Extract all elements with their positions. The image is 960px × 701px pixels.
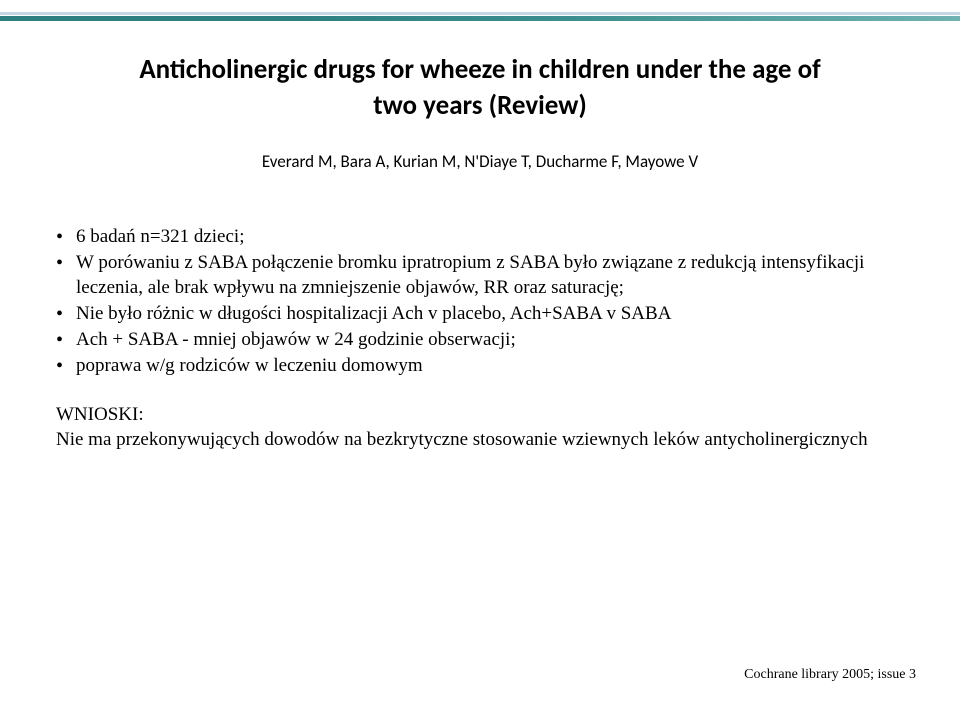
bullet-list: 6 badań n=321 dzieci; W porówaniu z SABA… <box>56 224 916 378</box>
conclusions-text: Nie ma przekonywujących dowodów na bezkr… <box>56 427 916 452</box>
citation: Cochrane library 2005; issue 3 <box>744 667 916 683</box>
bullet-item: Ach + SABA - mniej objawów w 24 godzinie… <box>56 327 916 352</box>
bullet-item: 6 badań n=321 dzieci; <box>56 224 916 249</box>
header-ribbon <box>0 12 960 24</box>
bullet-item: poprawa w/g rodziców w leczeniu domowym <box>56 353 916 378</box>
conclusions-heading: WNIOSKI: <box>56 402 916 427</box>
ribbon-main-bar <box>0 16 960 21</box>
bullet-item: W porówaniu z SABA połączenie bromku ipr… <box>56 250 916 300</box>
title-line-2: two years (Review) <box>44 88 916 124</box>
bullet-item: Nie było różnic w długości hospitalizacj… <box>56 301 916 326</box>
conclusions-block: WNIOSKI: Nie ma przekonywujących dowodów… <box>44 402 916 452</box>
title-line-1: Anticholinergic drugs for wheeze in chil… <box>44 52 916 88</box>
title-block: Anticholinergic drugs for wheeze in chil… <box>44 52 916 125</box>
bullet-content: 6 badań n=321 dzieci; W porówaniu z SABA… <box>44 224 916 378</box>
ribbon-top-bar <box>0 12 960 15</box>
authors-line: Everard M, Bara A, Kurian M, N'Diaye T, … <box>44 151 916 172</box>
